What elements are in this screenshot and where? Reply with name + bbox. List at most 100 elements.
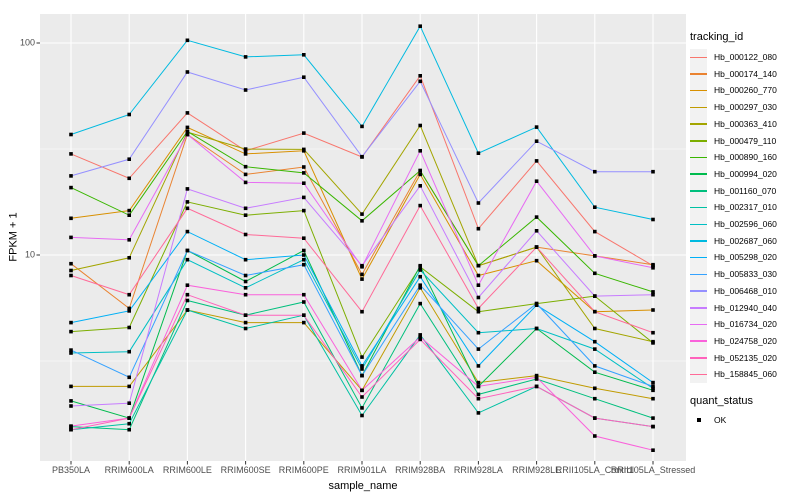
data-point-marker — [418, 149, 422, 153]
data-point-marker — [243, 180, 248, 185]
legend-key-line — [690, 73, 707, 75]
data-point-marker — [243, 273, 248, 278]
data-point-marker — [302, 262, 306, 267]
x-tick-label-RRIM901LA: RRIM901LA — [337, 465, 387, 475]
legend-key-line — [690, 323, 707, 326]
data-point-marker — [127, 309, 131, 313]
data-point-marker — [418, 274, 422, 279]
data-point-marker — [476, 347, 481, 351]
data-point-marker — [185, 111, 190, 115]
data-point-marker — [593, 326, 597, 331]
legend-key-line — [690, 256, 707, 259]
legend-label-Hb_005298_020: Hb_005298_020 — [714, 252, 777, 263]
data-point-marker — [534, 229, 539, 233]
data-point-marker — [185, 70, 190, 74]
data-point-marker — [127, 176, 131, 181]
data-point-marker — [302, 257, 306, 262]
data-point-marker — [360, 154, 364, 159]
data-point-marker — [243, 320, 248, 325]
legend-title-quant-status: quant_status — [690, 395, 753, 407]
data-point-marker — [243, 213, 248, 217]
data-point-marker — [69, 174, 73, 178]
data-point-marker — [476, 151, 481, 155]
data-point-marker — [243, 172, 248, 177]
data-point-marker — [418, 301, 422, 306]
legend-label-Hb_000890_160: Hb_000890_160 — [714, 151, 777, 162]
data-point-marker — [360, 272, 364, 277]
data-point-marker — [476, 306, 481, 311]
legend-key-line — [690, 340, 707, 342]
legend-key-line — [690, 106, 707, 109]
legend-key-Hb_000174_140 — [690, 65, 707, 83]
data-point-marker — [127, 401, 131, 405]
x-tick-label-RRIM600SE: RRIM600SE — [220, 465, 271, 475]
data-point-marker — [127, 256, 131, 260]
data-point-marker — [302, 171, 306, 175]
data-point-marker — [476, 226, 481, 231]
x-tick-label-RRIM600LA: RRIM600LA — [104, 465, 154, 475]
data-point-marker — [534, 215, 539, 219]
data-point-marker — [127, 112, 131, 117]
data-point-marker — [651, 217, 655, 222]
data-point-marker — [302, 208, 306, 213]
data-point-marker — [593, 271, 597, 276]
data-point-marker — [69, 273, 73, 278]
data-point-marker — [185, 283, 190, 287]
data-point-marker — [127, 238, 131, 242]
data-point-marker — [360, 219, 364, 223]
data-point-marker — [418, 268, 422, 272]
data-point-marker — [302, 147, 306, 152]
legend-label-Hb_006468_010: Hb_006468_010 — [714, 285, 777, 296]
legend-label-Hb_024758_020: Hb_024758_020 — [714, 335, 777, 346]
data-point-marker — [69, 424, 73, 428]
data-point-marker — [243, 164, 248, 169]
data-point-marker — [243, 147, 248, 151]
data-point-marker — [243, 279, 248, 284]
data-point-marker — [185, 200, 190, 204]
data-point-marker — [360, 265, 364, 269]
data-point-marker — [302, 292, 306, 297]
data-point-marker — [360, 277, 364, 281]
data-point-marker — [69, 216, 73, 221]
data-point-marker — [69, 329, 73, 334]
data-point-marker — [69, 399, 73, 403]
data-point-marker — [593, 205, 597, 209]
data-point-marker — [127, 208, 131, 213]
data-point-marker — [243, 326, 248, 331]
x-tick-label-RRIM600PE: RRIM600PE — [278, 465, 329, 475]
data-point-marker — [69, 320, 73, 325]
legend-label-quant-OK: OK — [714, 414, 727, 425]
legend-key-line — [690, 140, 707, 142]
data-point-marker — [593, 339, 597, 344]
data-point-marker — [651, 384, 655, 389]
data-point-marker — [651, 424, 655, 429]
data-point-marker — [418, 184, 422, 188]
data-point-marker — [651, 416, 655, 420]
data-point-marker — [651, 308, 655, 312]
data-point-marker — [418, 79, 422, 84]
data-point-marker — [127, 213, 131, 217]
data-point-marker — [185, 292, 190, 297]
data-point-marker — [593, 386, 597, 391]
data-point-marker — [534, 375, 539, 380]
data-point-marker — [69, 268, 73, 273]
x-tick-label-RRII105LA_Control: RRII105LA_Control — [555, 465, 634, 475]
data-point-marker — [534, 139, 539, 143]
data-point-marker — [418, 333, 422, 337]
data-point-marker — [476, 396, 481, 401]
data-point-marker — [243, 257, 248, 262]
data-point-marker — [185, 248, 190, 253]
data-point-marker — [302, 75, 306, 79]
legend-key-Hb_000260_770 — [690, 81, 707, 99]
data-point-marker — [651, 290, 655, 294]
legend-key-Hb_001160_070 — [690, 182, 707, 200]
data-point-marker — [69, 427, 73, 432]
data-point-marker — [360, 124, 364, 129]
data-point-marker — [651, 266, 655, 270]
legend-label-Hb_000260_770: Hb_000260_770 — [714, 85, 777, 96]
legend-key-line — [690, 123, 707, 125]
data-point-marker — [418, 337, 422, 342]
data-point-marker — [69, 132, 73, 137]
